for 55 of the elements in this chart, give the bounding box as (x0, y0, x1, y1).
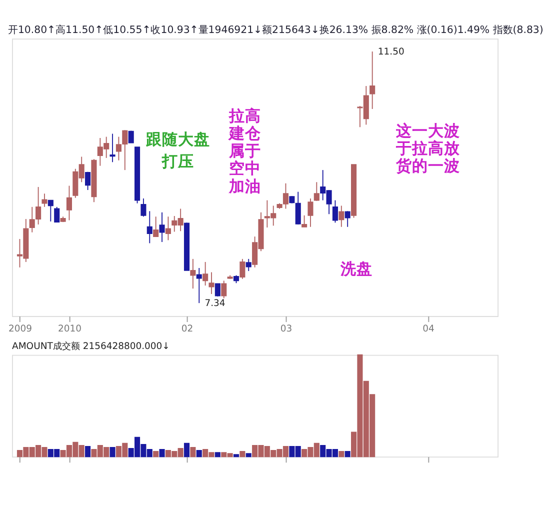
annotation: 跟随大盘 (145, 130, 210, 149)
candlestick (42, 193, 48, 208)
bar (85, 446, 91, 458)
chart-title: 开10.80↑高11.50↑低10.55↑收10.93↑量1946921↓额215643↓换26.13% 振8.82% 涨(0.16)1.49% 指数(8.83) (8, 24, 544, 36)
candlestick (66, 185, 72, 221)
x-tick-label: 02 (181, 323, 194, 334)
candlestick (344, 210, 350, 228)
candlestick (370, 51, 376, 110)
chart-title: AMOUNT成交额 2156428800.000↓ (12, 340, 170, 352)
x-tick-label: 03 (280, 323, 292, 334)
candlestick (246, 258, 252, 272)
candlestick (128, 130, 134, 144)
bar (196, 450, 202, 458)
annotation: 7.34 (204, 298, 226, 309)
bar (246, 453, 252, 458)
candlestick (214, 283, 220, 297)
bar (159, 449, 165, 458)
bar (153, 451, 159, 458)
annotation: 打压 (161, 151, 194, 170)
bar (190, 446, 196, 458)
candlestick (332, 200, 338, 224)
bar (240, 451, 246, 458)
candlestick (165, 216, 171, 241)
candlestick (302, 214, 308, 228)
candlestick (208, 272, 214, 294)
bar (344, 451, 350, 458)
candlestick (153, 216, 159, 238)
candlestick (314, 182, 320, 202)
candlestick (308, 198, 314, 228)
candlestick (146, 210, 152, 244)
candlestick (338, 205, 344, 228)
bar (233, 454, 240, 458)
bar (110, 446, 116, 458)
annotation: 拉高建仓属于空中加油 (228, 106, 262, 196)
candlestick (295, 191, 301, 225)
candlestick (85, 171, 91, 190)
candlestick (159, 212, 165, 242)
bar (184, 442, 190, 458)
candlestick (202, 261, 208, 286)
annotation: 洗盘 (339, 258, 372, 278)
candlestick (54, 206, 60, 223)
bar (338, 451, 344, 458)
x-tick-label: 2009 (8, 323, 32, 334)
candlestick (190, 258, 196, 290)
candlestick (48, 200, 54, 222)
annotation: 11.50 (378, 46, 404, 58)
x-tick-label: 2010 (58, 323, 82, 334)
candlestick (110, 133, 116, 163)
candlestick (240, 258, 246, 280)
candlestick (196, 268, 202, 304)
annotation: 这一大波于拉高放货的一波 (395, 121, 462, 176)
candlestick (221, 280, 227, 299)
x-tick-label: 04 (422, 323, 434, 334)
bar (214, 452, 220, 458)
candlestick (140, 198, 146, 218)
